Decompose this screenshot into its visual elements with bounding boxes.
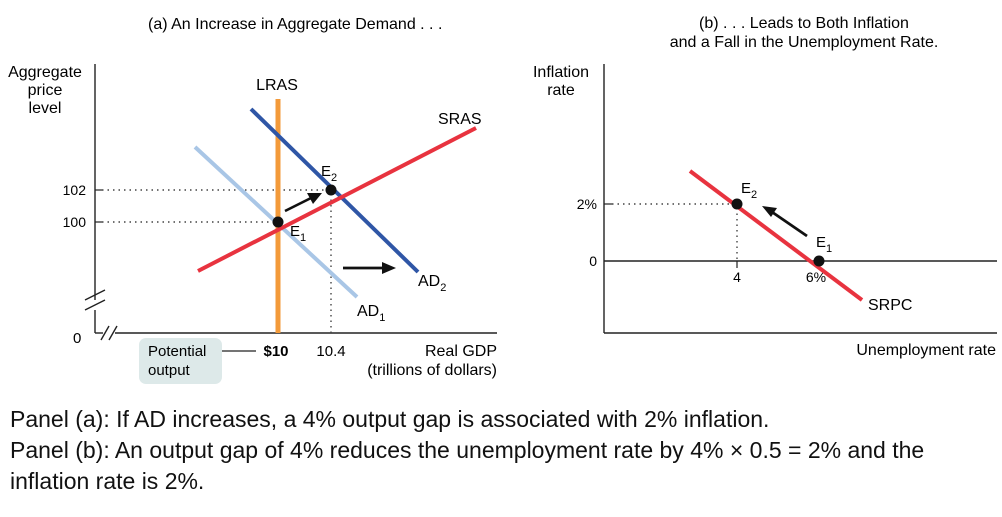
panel-b-title-line2: and a Fall in the Unemployment Rate. [670,34,939,51]
e1-e2-arrow-head [307,193,322,204]
srpc-curve [688,169,864,302]
srpc-label: SRPC [868,297,912,314]
panel-b: (b) . . . Leads to Both Inflation and a … [533,15,997,359]
point-e1-a [272,216,284,228]
sras-label: SRAS [438,111,482,128]
panel-b-title-line1: (b) . . . Leads to Both Inflation [699,15,909,32]
caption-line-2: Panel (b): An output gap of 4% reduces t… [10,437,925,494]
e1-e2-arrow-shaft [284,196,312,213]
panel-b-y-tick-0: 0 [589,253,597,269]
panel-a-x-tick-10-4: 10.4 [316,343,345,360]
caption: Panel (a): If AD increases, a 4% output … [10,404,995,497]
ad2-label: AD2 [418,273,446,294]
sras-curve [197,126,477,273]
panel-b-y-tick-2: 2% [577,196,597,212]
panel-a-y-label-line1: Aggregate [8,64,82,81]
panel-a-origin: 0 [73,330,81,347]
e1-label-b: E1 [816,234,832,255]
e2-label-b: E2 [741,180,757,201]
panel-a-x-label-line2: (trillions of dollars) [367,362,497,379]
panel-b-x-label: Unemployment rate [856,342,996,359]
lras-label: LRAS [256,77,298,94]
panel-b-x-tick-6: 6% [806,269,826,285]
ad-shift-arrow-head [382,262,396,274]
panel-b-arrow-head [762,206,777,217]
caption-line-1: Panel (a): If AD increases, a 4% output … [10,406,770,432]
panel-b-x-tick-4: 4 [733,269,741,285]
panel-a-y-label-line3: level [29,100,62,117]
potential-output-box [139,338,222,384]
panel-b-y-label-line1: Inflation [533,64,589,81]
panel-b-y-label-line2: rate [547,82,575,99]
panel-a-x-tick-10: $10 [263,343,288,360]
e1-label-a: E1 [290,223,306,244]
panel-a: (a) An Increase in Aggregate Demand . . … [8,16,497,384]
economics-diagram: (a) An Increase in Aggregate Demand . . … [8,15,997,384]
potential-output-line1: Potential [148,343,206,360]
panel-a-x-axis-break [100,325,118,341]
panel-b-arrow-shaft [771,210,808,238]
panel-a-x-label-line1: Real GDP [425,343,497,360]
point-e1-b [813,255,825,267]
panel-a-y-label-line2: price [28,82,63,99]
potential-output-line2: output [148,362,191,379]
panel-a-y-tick-102: 102 [63,182,87,198]
point-e2-a [325,184,337,196]
panel-a-y-tick-100: 100 [63,214,87,230]
e2-label-a: E2 [321,163,337,184]
ad1-label: AD1 [357,303,385,324]
panel-a-y-axis-break [84,289,106,311]
point-e2-b [731,198,743,210]
panel-a-title: (a) An Increase in Aggregate Demand . . … [148,16,442,33]
